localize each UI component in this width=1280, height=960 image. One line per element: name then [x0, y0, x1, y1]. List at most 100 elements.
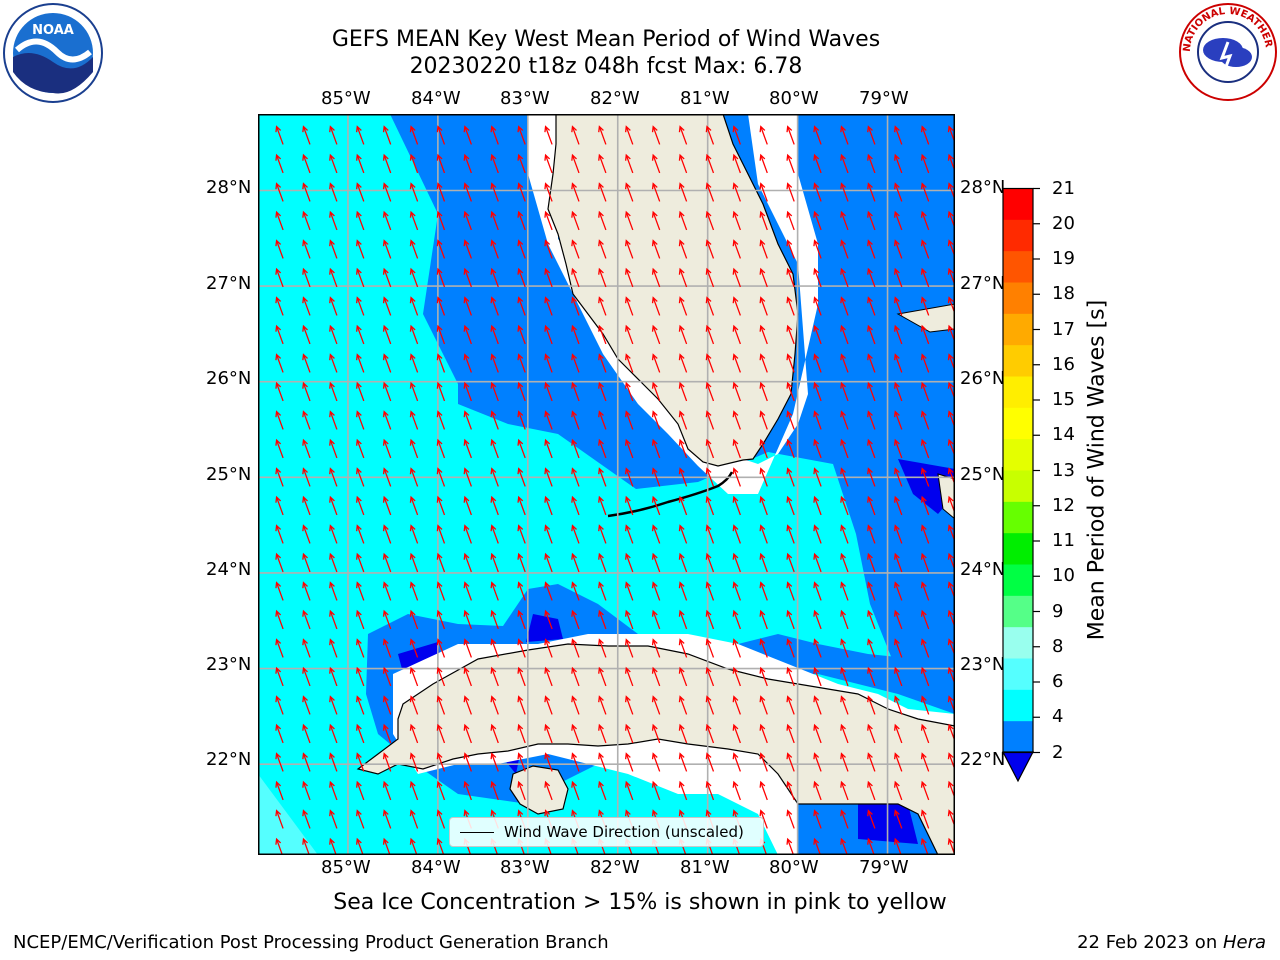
wave-direction-arrow: [275, 381, 284, 402]
lat-label-right-26n: 26°N: [960, 368, 1006, 389]
wave-direction-arrow: [651, 495, 661, 516]
wave-direction-arrow: [624, 210, 634, 231]
wave-direction-arrow: [571, 267, 580, 288]
wave-direction-arrow: [409, 524, 419, 544]
wave-direction-arrow: [329, 638, 338, 658]
wave-direction-arrow: [436, 125, 446, 145]
wave-direction-arrow: [705, 239, 715, 259]
wave-direction-arrow: [544, 581, 553, 601]
wave-direction-arrow: [517, 324, 526, 345]
wave-direction-arrow: [463, 780, 472, 801]
wave-direction-arrow: [867, 467, 876, 487]
wave-direction-arrow: [705, 210, 715, 231]
wave-direction-arrow: [302, 239, 311, 259]
wave-direction-arrow: [786, 267, 795, 288]
wave-direction-arrow: [436, 467, 446, 487]
florida-keys: [607, 471, 734, 518]
lon-label-top-79w: 79°W: [859, 88, 909, 109]
wave-direction-arrow: [329, 524, 338, 544]
wave-period-map: [258, 114, 955, 855]
lat-label-left-27n: 27°N: [206, 273, 252, 294]
wave-direction-arrow: [705, 524, 715, 544]
colorbar-tick-label: 17: [1052, 318, 1075, 340]
wave-direction-arrow: [409, 581, 419, 601]
wave-direction-arrow: [382, 410, 392, 430]
wave-direction-arrow: [463, 324, 472, 345]
wave-direction-arrow: [409, 467, 419, 487]
map-frame: [258, 114, 955, 855]
wave-direction-arrow: [544, 723, 553, 744]
wave-direction-arrow: [544, 467, 553, 487]
wave-direction-arrow: [517, 410, 526, 430]
wave-direction-arrow: [867, 695, 876, 715]
wave-direction-arrow: [651, 780, 661, 801]
wave-direction-arrow: [329, 780, 338, 801]
wave-direction-arrow: [409, 695, 419, 715]
wave-direction-arrow: [920, 723, 930, 744]
wave-direction-arrow: [920, 267, 930, 288]
wave-direction-arrow: [705, 410, 715, 430]
wave-direction-arrow: [920, 210, 930, 231]
wave-direction-arrow: [624, 723, 634, 744]
wave-direction-arrow: [490, 552, 499, 573]
wave-direction-arrow: [651, 353, 661, 373]
wave-direction-arrow: [302, 581, 311, 601]
wave-direction-arrow: [624, 467, 634, 487]
florida-land: [547, 114, 799, 467]
wave-direction-arrow: [840, 381, 849, 402]
lat-label-left-26n: 26°N: [206, 368, 252, 389]
wave-direction-arrow: [409, 182, 419, 202]
wave-direction-arrow: [651, 210, 661, 231]
wave-direction-arrow: [867, 296, 876, 316]
wave-direction-arrow: [436, 809, 446, 829]
wave-direction-arrow: [544, 125, 553, 145]
colorbar-tick-label: 6: [1052, 671, 1064, 692]
colorbar-segment: [1003, 595, 1033, 628]
wave-direction-arrow: [598, 495, 607, 516]
wave-direction-arrow: [463, 495, 472, 516]
wave-direction-arrow: [840, 438, 849, 459]
wave-direction-arrow: [786, 495, 795, 516]
wave-direction-arrow: [302, 267, 311, 288]
wave-direction-arrow: [302, 210, 311, 231]
wave-direction-arrow: [598, 381, 607, 402]
wave-direction-arrow: [355, 438, 365, 459]
wave-direction-arrow: [651, 581, 661, 601]
wave-direction-arrow: [705, 581, 715, 601]
wave-direction-arrow: [813, 609, 822, 630]
wave-direction-arrow: [329, 324, 338, 345]
wave-direction-arrow: [329, 695, 338, 715]
wave-direction-arrow: [571, 609, 580, 630]
wave-direction-arrow: [624, 780, 634, 801]
wave-direction-arrow: [463, 125, 472, 145]
wave-direction-arrow: [651, 723, 661, 744]
lon-label-bottom-81w: 81°W: [680, 857, 730, 878]
wave-direction-arrow: [840, 467, 849, 487]
wave-direction-arrow: [759, 524, 768, 544]
wave-direction-arrow: [409, 125, 419, 145]
wave-direction-arrow: [651, 666, 661, 687]
wave-direction-arrow: [867, 239, 876, 259]
wave-direction-arrow: [463, 239, 472, 259]
wave-direction-arrow: [329, 182, 338, 202]
wave-direction-arrow: [463, 723, 472, 744]
wave-direction-arrow: [409, 353, 419, 373]
wave-direction-arrow: [275, 125, 284, 145]
wave-direction-arrow: [624, 581, 634, 601]
wave-direction-arrow: [436, 752, 446, 772]
wave-direction-arrow: [571, 381, 580, 402]
wave-direction-arrow: [920, 695, 930, 715]
wave-direction-arrow: [490, 153, 499, 174]
wave-direction-arrow: [463, 296, 472, 316]
wave-direction-arrow: [920, 125, 930, 145]
period-below-2-zone-bahamas: [898, 459, 955, 514]
wave-direction-arrow: [759, 638, 768, 658]
wave-direction-arrow: [275, 267, 284, 288]
wave-direction-arrow: [624, 182, 634, 202]
wave-direction-arrow: [355, 239, 365, 259]
wave-direction-arrow: [598, 125, 607, 145]
wave-direction-arrow: [571, 581, 580, 601]
colorbar-tick-label: 2: [1052, 741, 1064, 763]
wave-direction-arrow: [436, 723, 446, 744]
wave-direction-arrow: [813, 581, 822, 601]
